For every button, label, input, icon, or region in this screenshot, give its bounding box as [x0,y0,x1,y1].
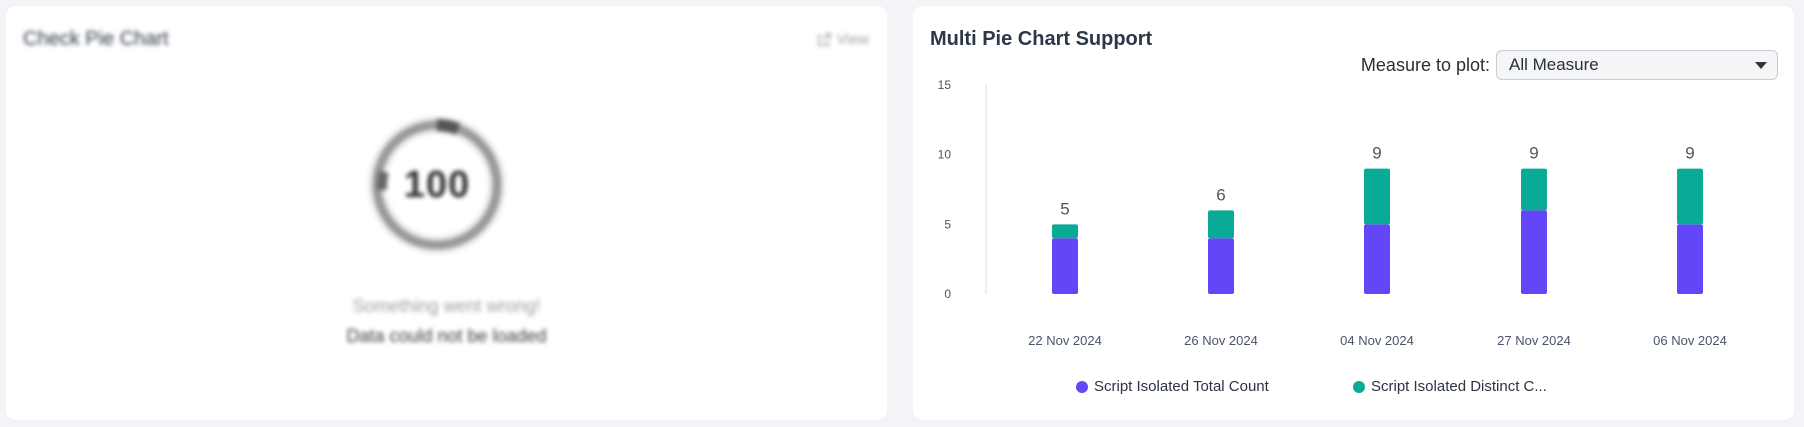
view-link[interactable]: View [817,31,869,48]
bar-segment-2 [1677,168,1703,225]
bar-segment-2 [1052,224,1078,239]
measure-selector: Measure to plot: All Measure [1361,50,1778,80]
bar-total-label: 9 [1372,144,1381,163]
bar-segment-1 [1364,224,1390,294]
external-link-icon [817,33,831,46]
x-tick-label: 04 Nov 2024 [1340,333,1414,348]
check-pie-chart-card: Check Pie Chart View 100 Something went … [6,6,887,420]
bar-total-label: 5 [1060,199,1069,218]
stacked-bar-chart: 0 5 10 15 5 22 Nov 2024 6 26 Nov 2024 9 04 Nov 20… [938,78,1727,348]
error-message: Data could not be loaded [346,326,547,346]
bar-total-label: 6 [1216,185,1225,204]
bar-total-label: 9 [1685,144,1694,163]
chevron-down-icon [1755,61,1767,69]
legend-label-series-2: Script Isolated Distinct C... [1371,378,1547,395]
bar-segment-1 [1208,238,1234,294]
bar-segment-2 [1208,210,1234,239]
measure-dropdown[interactable]: All Measure [1496,50,1778,80]
y-tick-label: 0 [944,287,951,301]
y-tick-label: 15 [938,78,952,92]
x-tick-label: 06 Nov 2024 [1653,333,1727,348]
bar-segment-2 [1364,168,1390,225]
donut-value: 100 [403,163,471,206]
error-title: Something went wrong! [352,296,541,316]
donut-chart: 100 [362,110,512,260]
legend-dot-series-2 [1353,380,1365,393]
y-tick-label: 5 [944,217,951,231]
bar-segment-2 [1521,168,1547,211]
card-title: Multi Pie Chart Support [930,28,1153,50]
x-tick-label: 27 Nov 2024 [1497,333,1571,348]
measure-selected-value: All Measure [1509,55,1599,74]
legend-label-series-1: Script Isolated Total Count [1094,378,1269,395]
bar-segment-1 [1521,210,1547,294]
view-label: View [836,31,869,48]
multi-pie-chart-card: 0 5 10 15 5 22 Nov 2024 6 26 Nov 2024 9 04 Nov 20… [913,6,1794,420]
x-tick-label: 26 Nov 2024 [1184,333,1258,348]
legend-item-series-2[interactable]: Script Isolated Distinct C... [1353,378,1547,395]
bar-segment-1 [1677,224,1703,294]
x-tick-label: 22 Nov 2024 [1028,333,1102,348]
legend-dot-series-1 [1076,380,1088,393]
y-tick-label: 10 [938,148,952,162]
card-title: Check Pie Chart [23,28,169,50]
legend-item-series-1[interactable]: Script Isolated Total Count [1076,378,1269,395]
bar-segment-1 [1052,238,1078,294]
measure-label: Measure to plot: [1360,54,1490,75]
bar-total-label: 9 [1529,144,1538,163]
